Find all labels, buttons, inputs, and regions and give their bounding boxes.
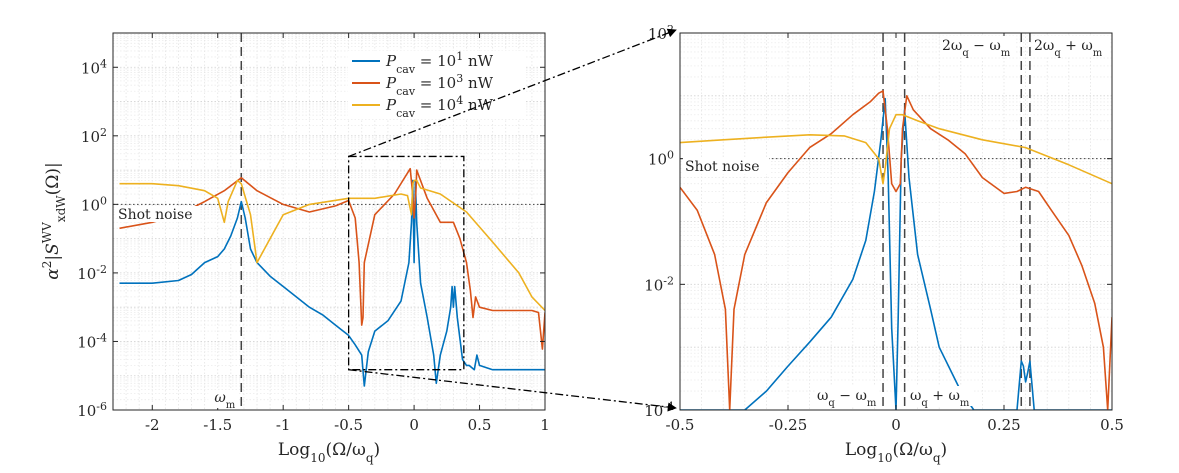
right-x-axis-label: Log10(Ω/ωq) (845, 440, 947, 465)
right-x-tick-label: -0.25 (769, 416, 807, 434)
annotation-bg-2wq-plus-wm (1032, 36, 1110, 56)
annotation-bg-2wq-minus-wm (940, 36, 1014, 56)
annotation-bg-wq-minus-wm (815, 386, 879, 406)
right-x-tick-label: 0 (891, 416, 901, 434)
left-y-tick-label: 104 (81, 57, 107, 78)
right-plot-content (680, 33, 1112, 410)
legend-label-2: Pcav = 104 nW (385, 94, 494, 120)
annotation-2wq-minus-wm: 2ωq − ωm (942, 38, 1011, 59)
omega-m-bg (208, 390, 239, 408)
left-y-tick-label: 10-4 (77, 331, 107, 352)
left-x-tick-label: -0.5 (334, 416, 363, 434)
left-y-axis-label: α2|SWVxdW(Ω)| (40, 162, 68, 279)
left-shot-noise-label: Shot noise (118, 207, 193, 223)
left-axes-frame (112, 32, 546, 411)
annotation-bg-wq-plus-wm (908, 386, 972, 406)
legend-box (348, 51, 526, 119)
legend-label-0: Pcav = 101 nW (385, 50, 494, 76)
left-x-tick-label: 0.5 (468, 416, 492, 434)
zoom-connector-top (348, 28, 677, 158)
right-y-tick-label: 10-2 (644, 274, 674, 295)
left-x-tick-label: -1 (276, 416, 291, 434)
left-x-axis-label: Log10(Ω/ωq) (278, 440, 380, 465)
annotation-wq-plus-wm: ωq + ωm (910, 388, 970, 409)
right-chart: -0.5 -0.25 0 0.25 0.510-410-2100102Log10(Ω/ω… (644, 23, 1124, 466)
left-x-tick-label: -1.5 (203, 416, 232, 434)
zoom-connectors (348, 28, 677, 412)
left-y-tick-label: 102 (81, 125, 107, 146)
annotation-2wq-plus-wm: 2ωq + ωm (1034, 38, 1103, 59)
right-y-tick-label: 100 (648, 148, 674, 169)
right-plot-area (680, 33, 1112, 410)
zoom-box (347, 155, 465, 371)
annotation-wq-minus-wm: ωq − ωm (817, 388, 877, 409)
left-x-tick-label: 0 (409, 416, 419, 434)
right-x-tick-label: -0.5 (666, 416, 695, 434)
right-shot-noise-label: Shot noise (685, 159, 760, 175)
left-series-0 (119, 179, 545, 387)
right-x-tick-label: 0.5 (1100, 416, 1124, 434)
left-chart: -2 -1.5 -1 -0.5 0 0.5 1 10-6 10-4 10-2 100 102 104 Lo… (40, 32, 550, 465)
left-plot-content (113, 33, 545, 410)
left-y-tick-label: 10-6 (77, 400, 107, 421)
left-shot-noise-bg (116, 206, 200, 222)
legend-label-1: Pcav = 103 nW (385, 72, 494, 98)
left-x-tick-label: -2 (145, 416, 160, 434)
omega-m-label: ωm (214, 390, 235, 411)
left-y-tick-label: 10-2 (77, 262, 107, 283)
zoom-connector-bottom (348, 369, 677, 412)
right-series-1 (680, 90, 1112, 410)
left-y-tick-label: 100 (81, 194, 107, 215)
right-shot-noise-bg (683, 158, 769, 174)
right-x-tick-label: 0.25 (987, 416, 1020, 434)
left-x-tick-label: 1 (540, 416, 550, 434)
right-series-2 (680, 113, 1112, 185)
